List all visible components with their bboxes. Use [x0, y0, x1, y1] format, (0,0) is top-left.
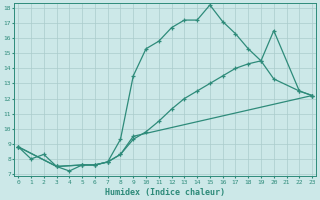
X-axis label: Humidex (Indice chaleur): Humidex (Indice chaleur): [105, 188, 225, 197]
